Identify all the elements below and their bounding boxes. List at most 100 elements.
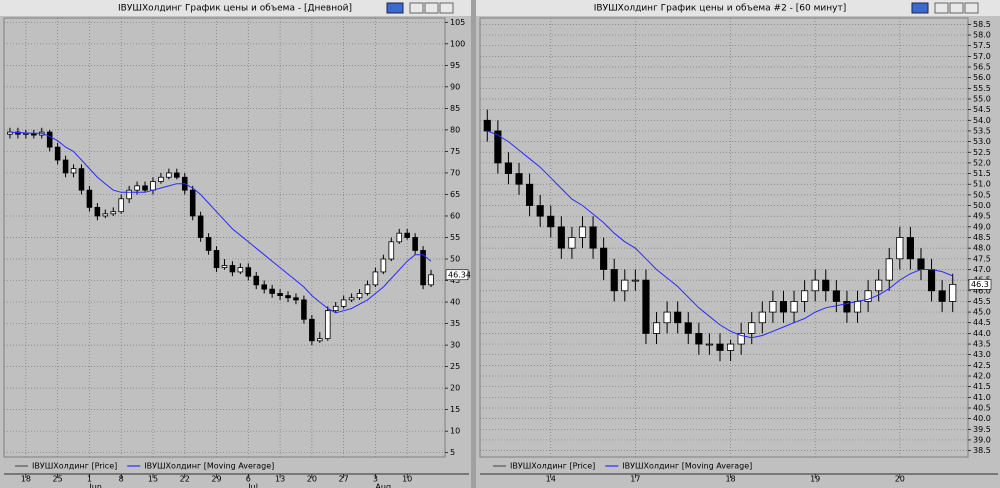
candle-body <box>748 322 756 334</box>
y-tick-label: 52.5 <box>973 148 991 157</box>
maximize-button[interactable] <box>949 2 964 14</box>
y-tick-label: 44.5 <box>973 318 991 327</box>
candle-body <box>927 269 936 292</box>
title-bar <box>0 0 471 16</box>
candle-body <box>674 311 682 324</box>
candle-body <box>372 271 379 286</box>
candle-body <box>494 130 502 164</box>
x-tick-label: 29 <box>211 475 221 484</box>
close-button[interactable] <box>439 2 454 14</box>
candle-body <box>134 185 140 191</box>
y-tick-label: 54.0 <box>973 116 991 125</box>
candle-body <box>118 198 124 213</box>
candle-body <box>189 189 196 217</box>
y-tick-label: 45 <box>450 276 460 285</box>
y-tick-label: 40 <box>450 298 460 307</box>
legend-label: IВУШХолдинг [Price] <box>32 462 117 471</box>
y-tick-label: 5 <box>450 448 455 457</box>
candle-body <box>253 275 260 286</box>
legend-label: IВУШХолдинг [Price] <box>510 462 595 471</box>
candle-body <box>515 173 523 185</box>
candle-body <box>705 343 713 346</box>
y-tick-label: 41.0 <box>973 393 991 402</box>
y-tick-label: 40.5 <box>973 403 991 412</box>
candle-body <box>340 299 347 307</box>
candle-body <box>578 226 587 238</box>
candle-body <box>853 301 862 313</box>
candle-body <box>875 279 883 292</box>
y-tick-label: 50.0 <box>973 201 991 210</box>
candle-body <box>642 279 650 334</box>
candle-body <box>78 168 85 191</box>
last-value-box <box>968 279 992 290</box>
candle-body <box>737 332 745 345</box>
candle-body <box>174 172 180 178</box>
candle-body <box>832 290 840 302</box>
candle-body <box>758 311 766 324</box>
minimize-button[interactable] <box>409 2 424 14</box>
x-tick-label: 1 <box>87 475 92 484</box>
y-tick-label: 53.5 <box>973 126 991 135</box>
x-tick-label: 14 <box>546 475 556 484</box>
y-tick-label: 40.0 <box>973 414 991 423</box>
month-label: Jul <box>247 483 258 488</box>
minimize-button[interactable] <box>934 2 949 14</box>
candle-body <box>197 215 204 238</box>
candle-body <box>811 279 819 292</box>
y-tick-label: 45.5 <box>973 297 991 306</box>
candle-body <box>62 159 69 174</box>
candle-body <box>309 318 315 342</box>
y-tick-label: 52.0 <box>973 158 991 167</box>
candle-body <box>420 250 426 286</box>
candle-body <box>158 176 164 182</box>
y-tick-label: 48.5 <box>973 233 991 242</box>
candle-body <box>790 301 798 313</box>
candle-body <box>110 211 117 215</box>
candle-body <box>557 226 565 249</box>
candle-body <box>917 258 925 270</box>
month-label: Jun <box>88 483 102 488</box>
pin-button[interactable] <box>386 2 404 14</box>
candle-body <box>822 279 830 292</box>
window-title: IВУШХолдинг График цены и объема #2 - [6… <box>594 4 846 14</box>
candle-body <box>483 119 491 132</box>
candle-body <box>356 293 363 299</box>
x-tick-label: 15 <box>148 475 158 484</box>
candle-body <box>70 168 77 174</box>
candle-body <box>663 311 671 324</box>
y-tick-label: 46.0 <box>973 286 991 295</box>
candle-body <box>285 295 291 299</box>
close-button[interactable] <box>964 2 979 14</box>
y-tick-label: 80 <box>450 125 460 134</box>
candle-body <box>428 274 434 286</box>
x-tick-label: 22 <box>180 475 190 484</box>
candle-body <box>213 250 220 269</box>
y-tick-label: 95 <box>450 61 460 70</box>
legend-label: IВУШХолдинг [Moving Average] <box>144 462 274 471</box>
x-tick-label: 3 <box>373 475 378 484</box>
y-tick-label: 39.5 <box>973 425 991 434</box>
y-tick-label: 58.5 <box>973 20 991 29</box>
x-tick-label: 25 <box>53 475 63 484</box>
y-tick-label: 15 <box>450 405 460 414</box>
candle-body <box>412 237 418 251</box>
candle-body <box>205 237 212 251</box>
pin-button[interactable] <box>911 2 929 14</box>
candle-body <box>221 265 228 269</box>
maximize-button[interactable] <box>424 2 439 14</box>
y-tick-label: 43.0 <box>973 350 991 359</box>
y-tick-label: 105 <box>450 18 465 27</box>
candle-body <box>261 284 267 290</box>
candle-body <box>779 301 788 313</box>
candle-body <box>631 279 639 282</box>
candle-body <box>885 258 893 281</box>
y-tick-label: 55.0 <box>973 94 991 103</box>
candle-body <box>293 297 299 301</box>
legend-label: IВУШХолдинг [Moving Average] <box>622 462 752 471</box>
candle-body <box>324 310 331 340</box>
candle-body <box>695 332 703 345</box>
y-tick-label: 42.5 <box>973 361 991 370</box>
y-tick-label: 70 <box>450 168 460 177</box>
candle-body <box>504 162 513 174</box>
